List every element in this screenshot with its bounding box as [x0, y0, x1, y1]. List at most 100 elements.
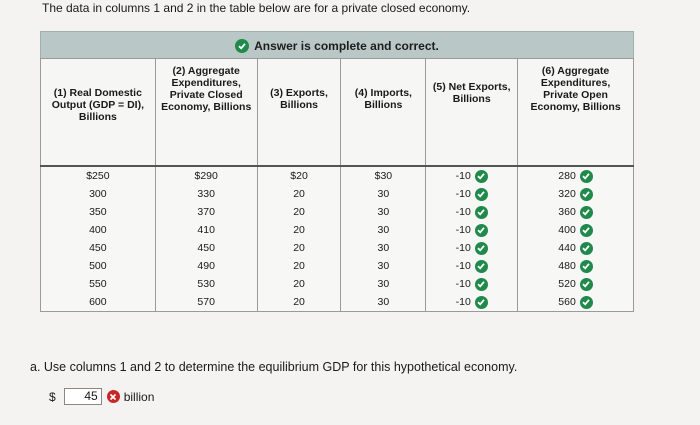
checkmark-icon — [579, 169, 593, 183]
checkmark-icon — [579, 259, 593, 273]
table-row: 450 450 20 30 -10 440 — [40, 239, 634, 257]
cell-real-gdp: 600 — [40, 293, 156, 312]
cell-exports: 20 — [256, 275, 342, 293]
cell-imports: 30 — [340, 221, 427, 239]
cell-private-open-ae-value: 480 — [558, 260, 576, 272]
question-a: a. Use columns 1 and 2 to determine the … — [30, 360, 518, 374]
cell-private-open-ae: 400 — [517, 221, 634, 239]
cell-exports: $20 — [256, 165, 342, 185]
cell-imports: 30 — [340, 203, 427, 221]
checkmark-icon — [474, 259, 488, 273]
cell-imports: 30 — [340, 185, 427, 203]
cell-private-open-ae-value: 360 — [558, 206, 576, 218]
currency-label: $ — [49, 389, 56, 404]
checkmark-icon — [474, 295, 488, 309]
cell-net-exports: -10 — [425, 221, 519, 239]
cell-private-open-ae: 480 — [517, 257, 634, 275]
cell-private-open-ae-value: 400 — [558, 224, 576, 236]
cell-private-closed-ae: 450 — [154, 239, 258, 257]
cell-real-gdp: 400 — [40, 221, 156, 239]
header-real-gdp: (1) Real Domestic Output (GDP = DI), Bil… — [40, 58, 156, 167]
checkmark-icon — [579, 241, 593, 255]
cell-private-open-ae: 320 — [517, 185, 634, 203]
cell-net-exports-value: -10 — [455, 188, 471, 200]
cell-private-closed-ae: 330 — [154, 185, 258, 203]
header-exports: (3) Exports, Billions — [256, 58, 342, 167]
cell-private-closed-ae: $290 — [154, 165, 258, 185]
cell-real-gdp: $250 — [40, 165, 156, 185]
cell-real-gdp: 500 — [40, 257, 156, 275]
cell-imports: 30 — [340, 275, 427, 293]
checkmark-icon — [579, 295, 593, 309]
checkmark-icon — [579, 277, 593, 291]
cell-net-exports-value: -10 — [455, 260, 471, 272]
cell-net-exports-value: -10 — [455, 296, 471, 308]
cell-net-exports: -10 — [425, 239, 519, 257]
cell-net-exports: -10 — [425, 275, 519, 293]
table-header-row: (1) Real Domestic Output (GDP = DI), Bil… — [40, 58, 634, 167]
cell-private-open-ae-value: 520 — [558, 278, 576, 290]
cell-exports: 20 — [256, 185, 342, 203]
checkmark-icon — [579, 205, 593, 219]
table-row: 550 530 20 30 -10 520 — [40, 275, 634, 293]
cell-exports: 20 — [256, 257, 342, 275]
question-intro: The data in columns 1 and 2 in the table… — [42, 1, 471, 15]
header-net-exports: (5) Net Exports, Billions — [425, 58, 519, 167]
equilibrium-gdp-input[interactable]: 45 — [63, 388, 102, 405]
cell-private-closed-ae: 410 — [154, 221, 258, 239]
table-row: $250 $290 $20 $30 -10 280 — [40, 165, 634, 185]
cell-real-gdp: 450 — [40, 239, 156, 257]
header-private-open-ae: (6) Aggregate Expenditures, Private Open… — [517, 58, 634, 167]
economy-data-table: (1) Real Domestic Output (GDP = DI), Bil… — [40, 58, 634, 312]
cell-exports: 20 — [256, 221, 342, 239]
answer-row: $ 45 billion — [49, 388, 154, 405]
cell-net-exports: -10 — [425, 185, 519, 203]
table-row: 350 370 20 30 -10 360 — [40, 203, 634, 221]
checkmark-icon — [474, 169, 488, 183]
checkmark-icon — [579, 223, 593, 237]
cell-net-exports: -10 — [425, 165, 519, 185]
cell-net-exports: -10 — [425, 257, 519, 275]
cell-private-open-ae-value: 320 — [558, 188, 576, 200]
checkmark-icon — [474, 205, 488, 219]
cell-private-open-ae: 280 — [517, 165, 634, 185]
cell-net-exports-value: -10 — [455, 278, 471, 290]
cell-net-exports-value: -10 — [455, 206, 471, 218]
header-imports: (4) Imports, Billions — [340, 58, 427, 167]
cell-private-open-ae: 560 — [517, 293, 634, 312]
cell-net-exports-value: -10 — [455, 242, 471, 254]
table-row: 600 570 20 30 -10 560 — [40, 293, 634, 312]
cell-private-closed-ae: 370 — [154, 203, 258, 221]
cell-net-exports-value: -10 — [455, 170, 471, 182]
cell-private-open-ae: 520 — [517, 275, 634, 293]
cell-private-closed-ae: 530 — [154, 275, 258, 293]
cell-exports: 20 — [256, 293, 342, 312]
table-row: 300 330 20 30 -10 320 — [40, 185, 634, 203]
cell-real-gdp: 550 — [40, 275, 156, 293]
header-private-closed-ae: (2) Aggregate Expenditures, Private Clos… — [154, 58, 258, 167]
checkmark-icon — [579, 187, 593, 201]
cell-private-open-ae-value: 560 — [558, 296, 576, 308]
cell-net-exports: -10 — [425, 293, 519, 312]
cell-private-open-ae-value: 440 — [558, 242, 576, 254]
cell-real-gdp: 300 — [40, 185, 156, 203]
cell-exports: 20 — [256, 203, 342, 221]
checkmark-icon — [474, 223, 488, 237]
cell-net-exports-value: -10 — [455, 224, 471, 236]
table-row: 400 410 20 30 -10 400 — [40, 221, 634, 239]
checkmark-icon — [474, 277, 488, 291]
cell-private-open-ae: 360 — [517, 203, 634, 221]
answer-status-banner: Answer is complete and correct. — [40, 31, 634, 60]
cell-private-closed-ae: 570 — [154, 293, 258, 312]
cell-private-open-ae-value: 280 — [558, 170, 576, 182]
cell-imports: 30 — [340, 293, 427, 312]
checkmark-icon — [235, 38, 250, 53]
cell-imports: 30 — [340, 239, 427, 257]
cell-imports: $30 — [340, 165, 427, 185]
incorrect-icon — [106, 390, 120, 403]
cell-private-closed-ae: 490 — [154, 257, 258, 275]
table-row: 500 490 20 30 -10 480 — [40, 257, 634, 275]
cell-imports: 30 — [340, 257, 427, 275]
cell-net-exports: -10 — [425, 203, 519, 221]
cell-private-open-ae: 440 — [517, 239, 634, 257]
